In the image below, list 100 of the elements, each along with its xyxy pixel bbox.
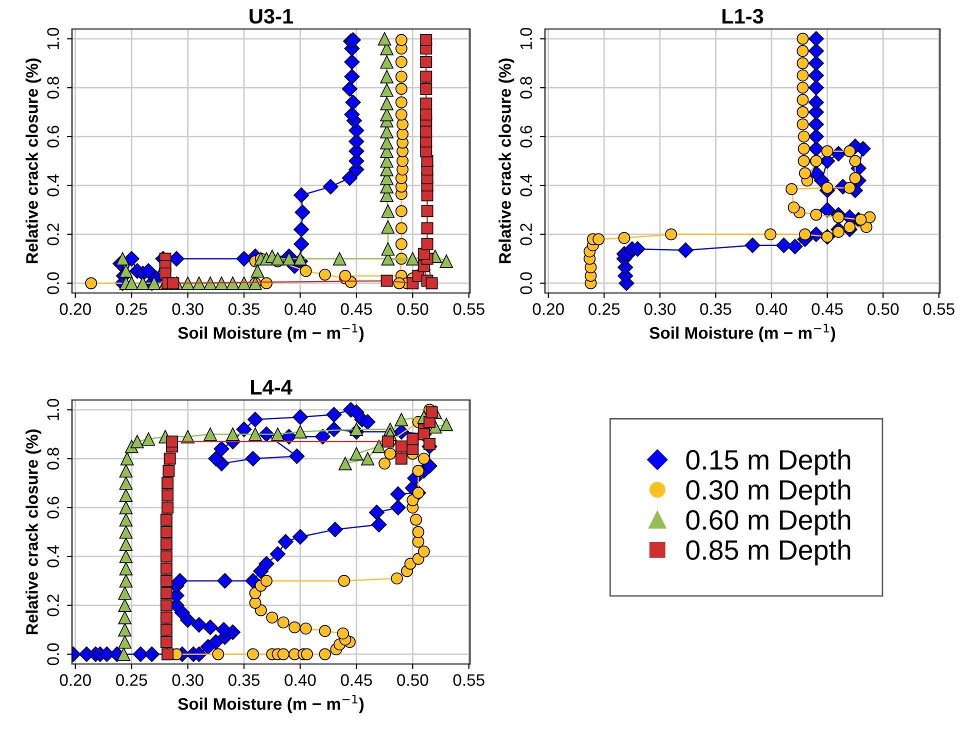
point [421, 222, 434, 234]
point [294, 204, 310, 220]
point [119, 513, 133, 526]
y-tick-label: 1.0 [47, 398, 59, 420]
point [117, 648, 130, 661]
point [395, 452, 408, 465]
point [798, 142, 810, 155]
point [395, 238, 408, 250]
x-tick-label: 0.20 [532, 303, 564, 315]
x-tick-label: 0.45 [340, 303, 372, 315]
point [300, 265, 312, 277]
point [294, 222, 310, 238]
point [345, 94, 361, 110]
legend-label: 0.15 m Depth [686, 449, 850, 476]
point [118, 635, 132, 649]
point [418, 452, 430, 465]
y-tick-label: 0.6 [47, 126, 59, 148]
point [226, 276, 240, 290]
point [181, 276, 194, 290]
point [361, 452, 374, 466]
point [592, 233, 605, 246]
y-axis-title: Relative crack closure (%) [26, 430, 42, 634]
point [167, 277, 180, 290]
point [130, 434, 144, 448]
point [808, 43, 824, 59]
point [344, 68, 360, 84]
point [318, 648, 331, 660]
point [384, 448, 396, 460]
point [394, 412, 408, 426]
y-tick-label: 0.4 [520, 174, 532, 196]
point [381, 204, 395, 218]
point [420, 56, 432, 68]
point [796, 106, 809, 118]
point [162, 648, 174, 660]
point [204, 428, 217, 441]
point [788, 201, 800, 214]
point [618, 232, 630, 244]
point [406, 252, 420, 266]
x-tick-label: 0.20 [60, 674, 91, 686]
point [118, 598, 132, 612]
y-tick-label: 0.0 [47, 272, 59, 294]
x-tick-label: 0.40 [284, 674, 316, 686]
point [395, 82, 408, 95]
point [381, 220, 395, 234]
point [665, 228, 678, 240]
x-axis-title: Soil Moisture (m − m$^{−1}$) [650, 324, 836, 342]
point [160, 538, 172, 550]
y-tick-label: 0.6 [47, 496, 59, 518]
point [395, 56, 408, 68]
point [119, 574, 133, 588]
y-tick-label: 0.6 [520, 126, 532, 148]
point [266, 612, 278, 624]
point [410, 514, 422, 526]
point [212, 648, 224, 660]
point [118, 610, 132, 624]
point [378, 32, 392, 46]
point [854, 214, 867, 226]
x-tick-label: 0.45 [812, 303, 843, 315]
point [277, 616, 290, 628]
point [282, 252, 296, 266]
point [796, 45, 809, 57]
x-tick-label: 0.55 [923, 303, 954, 315]
point [164, 452, 176, 465]
point [118, 623, 132, 636]
point [162, 464, 175, 477]
point [412, 464, 424, 477]
point [420, 98, 432, 110]
point [821, 182, 834, 194]
point [166, 436, 178, 448]
point [119, 500, 133, 514]
point [796, 94, 809, 106]
point [808, 68, 824, 84]
point [776, 238, 792, 254]
point [412, 526, 424, 538]
point [124, 276, 138, 290]
x-tick-label: 0.25 [116, 303, 148, 315]
y-tick-label: 0.2 [47, 594, 59, 616]
point [147, 276, 161, 290]
x-axis-title: Soil Moisture (m − m$^{−1}$) [178, 324, 364, 342]
point [248, 428, 262, 441]
point [116, 252, 130, 266]
point [810, 208, 822, 221]
point [764, 228, 776, 240]
point [799, 167, 811, 180]
point [418, 546, 430, 558]
point [406, 433, 419, 446]
point [395, 205, 408, 218]
point [294, 236, 310, 252]
legend-label: 0.30 m Depth [686, 479, 850, 506]
chart-title: L4-4 [250, 380, 292, 394]
point [250, 264, 264, 278]
point [395, 440, 408, 452]
point [420, 70, 432, 83]
point [236, 250, 252, 267]
point [744, 238, 760, 254]
point [798, 155, 810, 167]
point [344, 106, 360, 122]
point [336, 627, 349, 640]
point [395, 70, 408, 83]
y-tick-label: 1.0 [47, 28, 59, 50]
